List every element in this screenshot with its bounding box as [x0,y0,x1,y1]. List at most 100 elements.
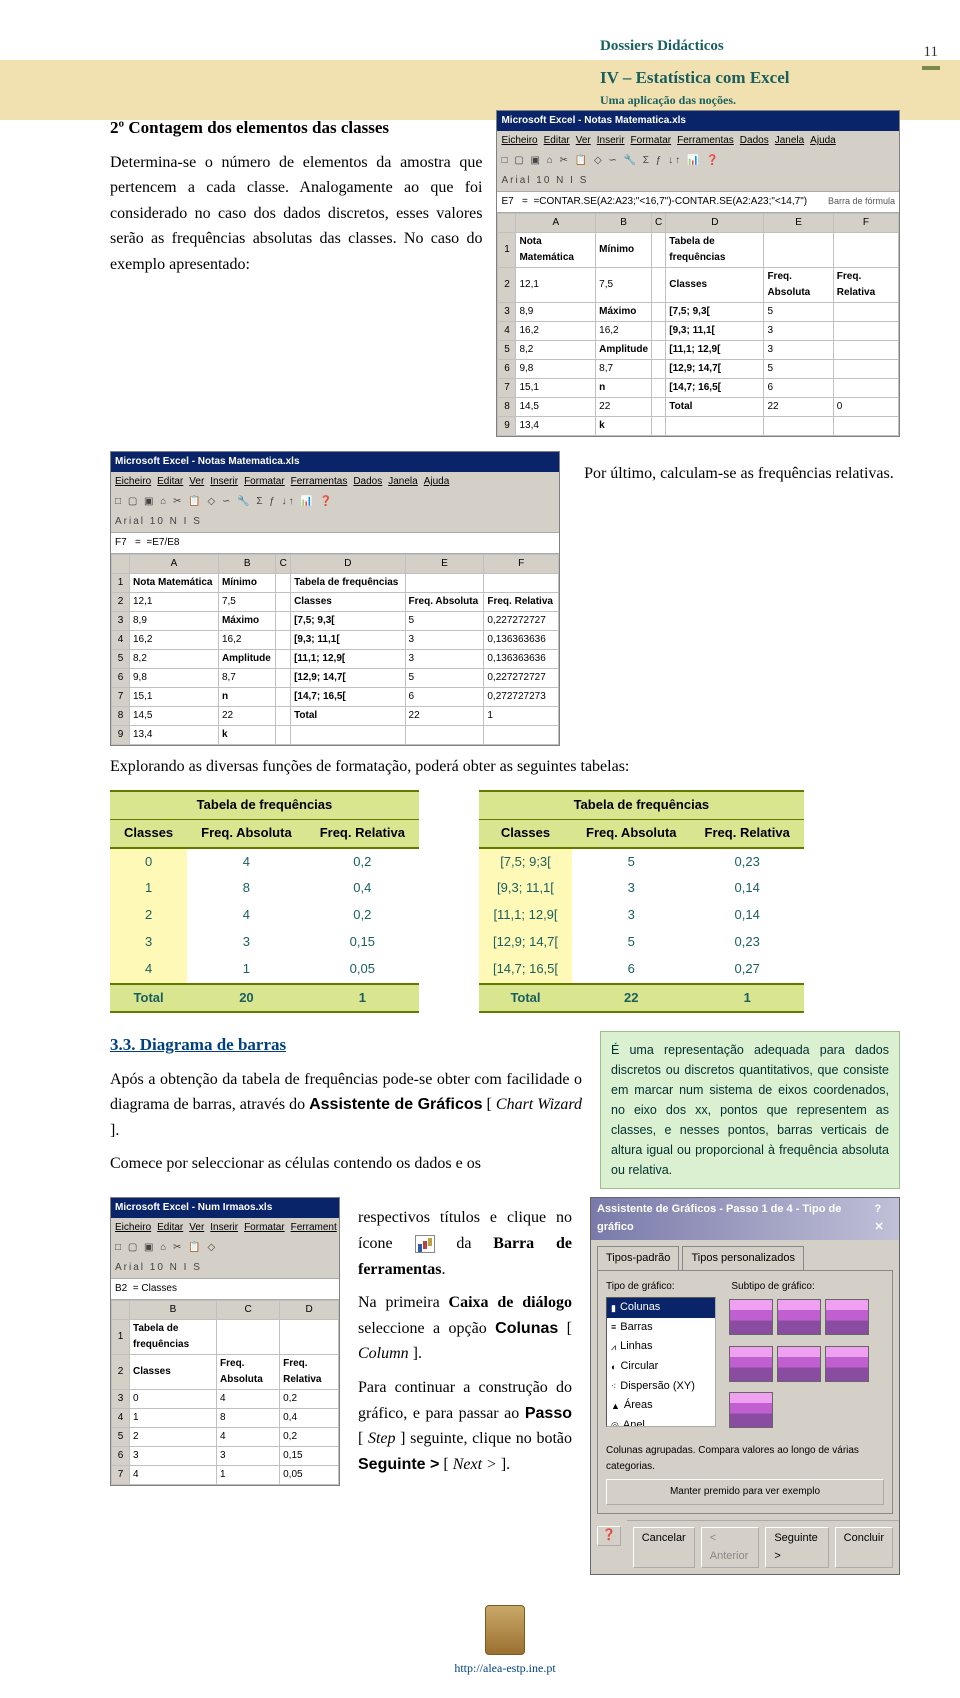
italic-term: Column [358,1345,409,1362]
text: ]. [110,1122,119,1139]
side-note: Por último, calculam-se as frequências r… [584,461,900,487]
window-title: Microsoft Excel - Num Irmaos.xls [111,1198,339,1218]
excel-screenshot-left: Microsoft Excel - Notas Matematica.xls E… [110,451,560,746]
explore-line: Explorando as diversas funções de format… [110,754,900,780]
page-number: 11 [922,40,940,70]
text: [ [567,1320,572,1337]
thumb[interactable] [729,1392,773,1428]
formula-bar: B2 = Classes [111,1278,339,1300]
window-title: Microsoft Excel - Notas Matematica.xls [111,452,559,472]
section-p1: Determina-se o número de elementos da am… [110,150,482,278]
menubar: EicheiroEditarVerInserirFormatarFerramen… [111,1218,339,1238]
chart-wizard-icon[interactable] [415,1235,435,1253]
excel-screenshot-small: Microsoft Excel - Num Irmaos.xls Eicheir… [110,1197,340,1486]
italic-term: Step [368,1430,396,1447]
text: [ [358,1430,363,1447]
finish-button[interactable]: Concluir [835,1527,893,1568]
italic-term: Next > [453,1456,497,1473]
formula-bar: E7 = =CONTAR.SE(A2:A23;"<16,7")-CONTAR.S… [497,191,899,213]
excel-grid: ABCDEF1Nota MatemáticaMínimoTabela de fr… [497,213,899,436]
bold-term: Colunas [495,1320,558,1337]
bold-term: Caixa de diálogo [449,1294,572,1311]
toolbar-icons: □ ▢ ▣ ⌂ ✂ 📋 ◇ [111,1238,339,1258]
window-title: Microsoft Excel - Notas Matematica.xls [497,111,899,131]
chart-type-item[interactable]: ◐Circular [607,1357,715,1377]
cell-ref: B2 [115,1283,127,1294]
text: . [442,1261,446,1278]
thumb[interactable] [729,1346,773,1382]
alea-logo [485,1605,525,1655]
section-title: 2º Contagem dos elementos das classes [110,114,482,141]
cell-ref: E7 [501,196,513,207]
text: ] seguinte, clique no botão [400,1430,572,1447]
chart-subtype-thumbs[interactable] [727,1297,871,1437]
text: seleccione a opção [358,1320,495,1337]
formula-bar-label: Barra de fórmula [828,194,895,208]
dialog-title: Assistente de Gráficos - Passo 1 de 4 - … [597,1201,874,1236]
sec33-p1: Após a obtenção da tabela de frequências… [110,1067,582,1144]
dialog-buttons[interactable]: ? ✕ [874,1201,893,1236]
chart-type-item[interactable]: ◎Anel [607,1416,715,1427]
header-line2: IV – Estatística com Excel [600,64,900,91]
freq-table-2: Tabela de frequênciasClassesFreq. Absolu… [479,790,804,1013]
footer-url: http://alea-estp.ine.pt [110,1659,900,1678]
cell-ref: F7 [115,537,127,548]
menubar: EicheiroEditarVerInserirFormatarFerramen… [497,131,899,151]
chart-type-item[interactable]: ▮Colunas [607,1298,715,1318]
toolbar-icons: □ ▢ ▣ ⌂ ✂ 📋 ◇ ∽ 🔧 Σ ƒ ↓↑ 📊 ❓ [497,151,899,171]
excel-grid: BCD1Tabela de frequências2ClassesFreq. A… [111,1300,339,1485]
sec33-p4: Na primeira Caixa de diálogo seleccione … [358,1290,572,1367]
thumb[interactable] [729,1299,773,1335]
menubar: EicheiroEditarVerInserirFormatarFerramen… [111,472,559,492]
chart-wizard-dialog: Assistente de Gráficos - Passo 1 de 4 - … [590,1197,900,1575]
help-button[interactable]: ❓ [597,1526,621,1546]
chart-type-item[interactable]: ⩘Linhas [607,1337,715,1357]
excel-grid: ABCDEF1Nota MatemáticaMínimoTabela de fr… [111,554,559,745]
header-block: Dossiers Didácticos IV – Estatística com… [600,34,900,110]
header-line1: Dossiers Didácticos [600,34,900,58]
chart-type-item[interactable]: ≡Barras [607,1318,715,1338]
sec33-p2: Comece por seleccionar as células conten… [110,1151,582,1177]
freq-table-1: Tabela de frequênciasClassesFreq. Absolu… [110,790,419,1013]
toolbar-icons: □ ▢ ▣ ⌂ ✂ 📋 ◇ ∽ 🔧 Σ ƒ ↓↑ 📊 ❓ [111,492,559,512]
text: [ [443,1456,448,1473]
cancel-button[interactable]: Cancelar [633,1527,695,1568]
excel-screenshot-top: Microsoft Excel - Notas Matematica.xls E… [496,110,900,437]
text: da [456,1235,493,1252]
chart-type-item[interactable]: ▲Áreas [607,1396,715,1416]
list-label: Tipo de gráfico: [606,1281,675,1292]
thumb[interactable] [825,1299,869,1335]
font-toolbar: Arial 10 N I S [111,512,559,532]
font-toolbar: Arial 10 N I S [497,171,899,191]
header-line3: Uma aplicação das noções. [600,91,900,110]
thumb[interactable] [777,1346,821,1382]
chart-desc: Colunas agrupadas. Compara valores ao lo… [606,1443,884,1475]
prev-button: < Anterior [701,1527,760,1568]
preview-button[interactable]: Manter premido para ver exemplo [606,1479,884,1505]
bold-term: Seguinte > [358,1456,439,1473]
formula: = Classes [133,1283,177,1294]
chart-type-item[interactable]: ⁖Dispersão (XY) [607,1377,715,1397]
thumb[interactable] [777,1299,821,1335]
formula: =E7/E8 [146,537,179,548]
text: ]. [413,1345,422,1362]
italic-term: Chart Wizard [496,1096,582,1113]
sec33-p3: respectivos títulos e clique no ícone da… [358,1205,572,1282]
formula-bar: F7 = =E7/E8 [111,532,559,554]
subtype-label: Subtipo de gráfico: [731,1281,814,1292]
tab-standard[interactable]: Tipos-padrão [597,1246,679,1271]
tab-custom[interactable]: Tipos personalizados [682,1246,804,1271]
next-button[interactable]: Seguinte > [765,1527,828,1568]
green-callout: É uma representação adequada para dados … [600,1031,900,1189]
thumb[interactable] [825,1346,869,1382]
page-footer: http://alea-estp.ine.pt [110,1605,900,1678]
bold-term: Passo [525,1405,572,1422]
text: [ [487,1096,492,1113]
chart-type-list[interactable]: ▮Colunas≡Barras⩘Linhas◐Circular⁖Dispersã… [606,1297,716,1427]
font-toolbar: Arial 10 N I S [111,1258,339,1278]
text: Na primeira [358,1294,449,1311]
formula: =CONTAR.SE(A2:A23;"<16,7")-CONTAR.SE(A2:… [533,196,807,207]
sec33-p5: Para continuar a construção do gráfico, … [358,1375,572,1477]
text: ]. [501,1456,510,1473]
section-3-3-title: 3.3. Diagrama de barras [110,1031,582,1058]
